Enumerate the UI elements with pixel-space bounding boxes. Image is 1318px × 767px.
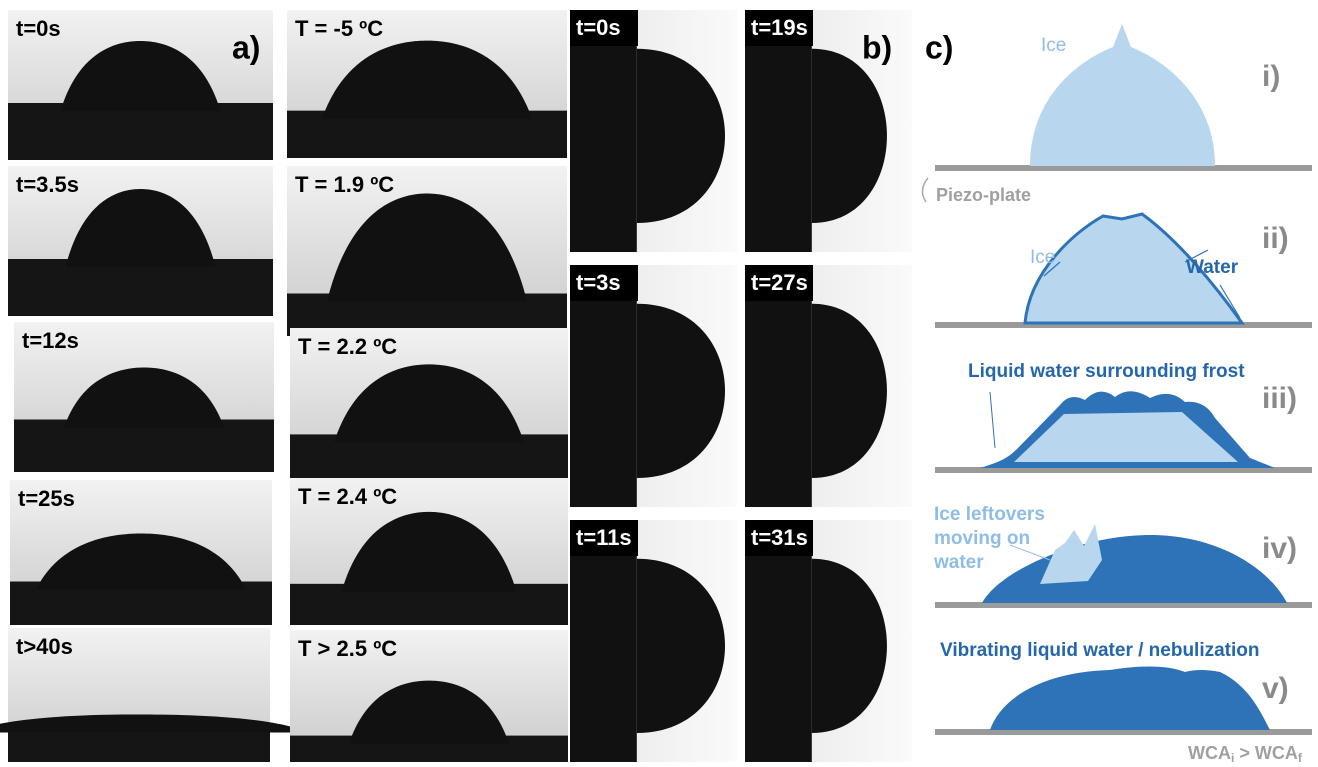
droplet xyxy=(334,364,524,443)
water xyxy=(982,535,1287,603)
plate xyxy=(570,265,637,507)
droplet xyxy=(636,558,726,733)
droplet xyxy=(64,367,224,428)
footer-part: f xyxy=(1298,751,1303,765)
panel-label: a) xyxy=(232,29,260,65)
ice-drop xyxy=(1023,212,1245,325)
photo: t=11s xyxy=(570,520,737,762)
panel-label: c) xyxy=(925,29,953,65)
droplet xyxy=(811,303,887,478)
stage-numeral: ii) xyxy=(1262,222,1289,255)
caption: Ice leftovers xyxy=(934,504,1045,525)
label-box xyxy=(745,520,813,556)
droplet xyxy=(322,40,532,119)
photo: T = 1.9 ºC xyxy=(287,166,567,336)
photo: t=0s xyxy=(570,10,737,252)
ice-fragment xyxy=(1040,524,1102,584)
frame-label: t=11s xyxy=(576,525,632,550)
frame-label: T > 2.5 ºC xyxy=(298,636,397,661)
frame-label: T = 1.9 ºC xyxy=(295,172,394,197)
photo: t=3s xyxy=(570,265,737,507)
label-box xyxy=(745,10,813,46)
photo: t=27s xyxy=(745,265,912,507)
frame-label: t=19s xyxy=(751,15,808,40)
pointer xyxy=(989,391,996,449)
frame-label: t=25s xyxy=(18,486,75,511)
plate xyxy=(570,10,637,252)
frame-label: t=12s xyxy=(22,328,79,353)
frame-label: t>40s xyxy=(16,634,73,659)
droplet xyxy=(36,533,246,590)
plate xyxy=(745,265,812,507)
caption: Liquid water surrounding frost xyxy=(968,361,1245,382)
droplet xyxy=(60,41,221,111)
ice-drop xyxy=(1030,24,1215,166)
label-box xyxy=(570,265,638,301)
frame-label: t=0s xyxy=(16,16,61,41)
frame-label: t=3s xyxy=(576,270,621,295)
frame-label: T = 2.4 ºC xyxy=(298,484,397,509)
droplet xyxy=(811,558,887,733)
droplet xyxy=(0,714,309,733)
frame-label: t=0s xyxy=(576,15,621,40)
pointer xyxy=(1009,544,1051,561)
label-box xyxy=(570,520,638,556)
droplet xyxy=(811,48,887,223)
footer-part: WCA xyxy=(1255,743,1298,763)
footer-part: i xyxy=(1231,751,1234,765)
pointer xyxy=(1043,249,1241,319)
photo: T = -5 ºC xyxy=(287,10,567,158)
stage-numeral: v) xyxy=(1262,672,1289,705)
photo: t=12s xyxy=(14,322,274,472)
plate-label: Piezo-plate xyxy=(936,185,1031,205)
stage-numeral: i) xyxy=(1262,60,1280,93)
photo: t>40s xyxy=(0,628,309,762)
panel-label: b) xyxy=(862,29,892,65)
stage-numeral: iii) xyxy=(1262,382,1297,415)
substrate xyxy=(8,103,273,160)
droplet xyxy=(349,680,509,744)
frame-label: t=3.5s xyxy=(16,172,79,197)
photo: t=31s xyxy=(745,520,912,762)
photo: t=19s xyxy=(745,10,912,252)
droplet xyxy=(327,193,527,302)
diagram-c xyxy=(921,24,1312,735)
water-label: Water xyxy=(1186,257,1239,278)
photo: t=0s xyxy=(8,10,273,160)
photo: T = 2.2 ºC xyxy=(290,328,568,480)
caption: moving on xyxy=(934,528,1030,549)
frame-label: t=31s xyxy=(751,525,808,550)
droplet xyxy=(636,303,726,478)
ice-label: Ice xyxy=(1041,35,1066,56)
photo: t=25s xyxy=(10,480,272,625)
pointer xyxy=(921,177,929,203)
frame-label: t=27s xyxy=(751,270,808,295)
photo: T = 2.4 ºC xyxy=(290,478,568,625)
droplet xyxy=(65,189,216,267)
label-box xyxy=(745,265,813,301)
plate xyxy=(570,520,637,762)
caption: Vibrating liquid water / nebulization xyxy=(940,640,1260,661)
caption: water xyxy=(933,552,984,573)
substrate xyxy=(8,259,273,316)
ice-label: Ice xyxy=(1030,247,1055,268)
substrate xyxy=(14,419,274,472)
water xyxy=(990,666,1270,730)
droplet xyxy=(636,48,726,223)
frame-label: T = -5 ºC xyxy=(295,16,383,41)
label-box xyxy=(570,10,638,46)
droplet xyxy=(341,511,517,592)
footer: WCAi > WCAf xyxy=(1188,743,1303,765)
frame-label: T = 2.2 ºC xyxy=(298,334,397,359)
stage-numeral: iv) xyxy=(1262,532,1297,565)
footer-part: > xyxy=(1234,743,1255,763)
footer-part: WCA xyxy=(1188,743,1231,763)
photo: T > 2.5 ºC xyxy=(290,630,568,762)
plate xyxy=(745,520,812,762)
plate xyxy=(745,10,812,252)
photo: t=3.5s xyxy=(8,166,273,316)
frost xyxy=(1014,412,1238,462)
